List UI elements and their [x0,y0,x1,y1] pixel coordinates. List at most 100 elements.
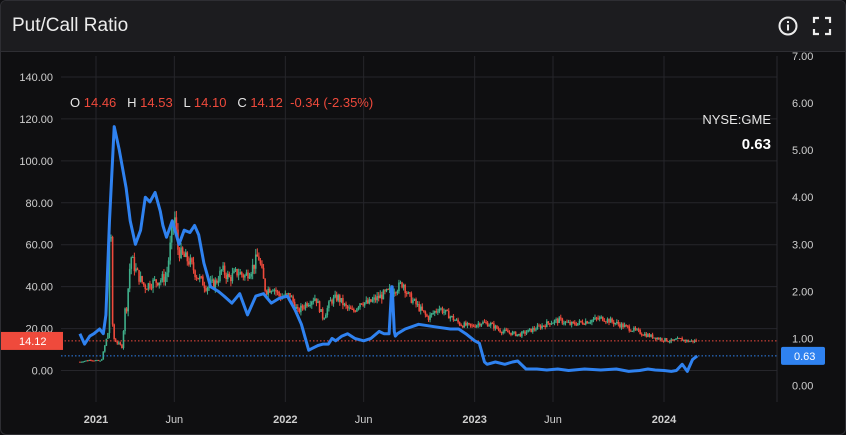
candle-body [648,334,651,337]
candle-body [583,323,585,325]
candle-body [433,311,436,314]
candle-body [356,308,358,312]
fullscreen-icon[interactable] [811,15,833,37]
candle-body [381,294,383,300]
candle-body [658,337,660,340]
candle-body [121,344,123,349]
candle-body [665,338,668,342]
candle-body [549,323,551,325]
candle-body [458,322,461,326]
candle-body [536,325,539,330]
candle-body [468,323,470,325]
candle-body [647,334,649,337]
candle-body [273,289,276,291]
candle-body [192,262,195,271]
candle-body [591,320,593,323]
candle-body [158,282,161,286]
candle-body [401,282,403,288]
right-tick-label: 2.00 [792,286,813,298]
candle-body [653,337,655,339]
candle-body [181,247,184,254]
candle-body [619,324,621,328]
candle-body [424,311,427,315]
candle-body [170,226,173,243]
candle-body [86,360,89,362]
candle-body [656,337,659,340]
candle-body [250,273,252,277]
candle-body [96,360,98,362]
chart-plot[interactable]: 140.00120.00100.0080.0060.0040.0020.000.… [1,52,845,434]
candle-body [558,317,561,324]
candle-body [405,292,408,294]
plot-area [61,56,777,402]
candle-body [328,301,330,309]
candle-body [521,331,523,337]
right-tick-label: 0.00 [792,381,813,393]
candle-body [286,293,288,295]
candle-body [664,338,666,342]
close-value: 14.12 [250,95,283,110]
candle-body [418,304,420,311]
candle-body [216,280,218,283]
low-label: L [183,95,191,110]
candle-body [265,290,268,295]
ohlc-legend: O 14.46 H 14.53 L 14.10 C 14.12 -0.34 (-… [70,95,373,110]
candle-body [377,295,380,299]
candle-body [440,308,442,310]
candle-body [603,320,606,322]
candle-body [678,338,680,340]
candle-body [349,307,352,309]
ratio-line [78,125,699,373]
candle-body [149,283,151,288]
candle-body [636,329,638,331]
candle-body [206,287,209,291]
candle-body [167,260,170,273]
left-tick-label: 0.00 [32,366,53,378]
candle-body [544,325,547,328]
candle-body [88,359,91,361]
high-value: 14.53 [140,95,173,110]
candle-body [373,297,375,300]
candle-body [539,325,542,329]
candle-body [441,308,444,313]
candle-body [595,317,598,319]
candle-body [152,279,154,288]
candle-body [614,323,617,325]
candle-body [516,334,519,336]
candle-body [577,323,579,326]
candle-body [310,301,313,305]
left-tick-label: 140.00 [19,72,53,84]
candle-body [395,292,397,294]
candle-body [640,333,643,335]
candle-body [359,303,361,307]
candle-body [483,321,486,323]
price-tag-label: 14.12 [19,336,47,348]
candle-body [276,291,279,293]
candle-body [268,289,271,293]
info-icon[interactable] [777,15,799,37]
candle-body [575,324,578,326]
candle-body [510,332,512,335]
candle-body [370,299,372,302]
candle-body [382,290,385,300]
candle-body [493,323,495,329]
candle-body [295,306,298,309]
candle-body [547,321,550,324]
candle-body [259,260,262,264]
candle-body [527,329,529,333]
candle-body [485,322,487,324]
candle-body [270,291,273,293]
candle-body [586,321,589,324]
candle-body [631,330,634,332]
candle-body [306,303,308,307]
candle-body [320,309,322,312]
close-label: C [237,95,247,110]
candle-body [136,268,139,271]
candle-body [393,292,396,294]
candle-body [469,323,472,326]
candle-body [247,272,249,279]
candle-body [676,338,679,340]
candle-body [240,272,243,275]
candle-body [225,274,227,280]
candle-body [332,297,335,304]
